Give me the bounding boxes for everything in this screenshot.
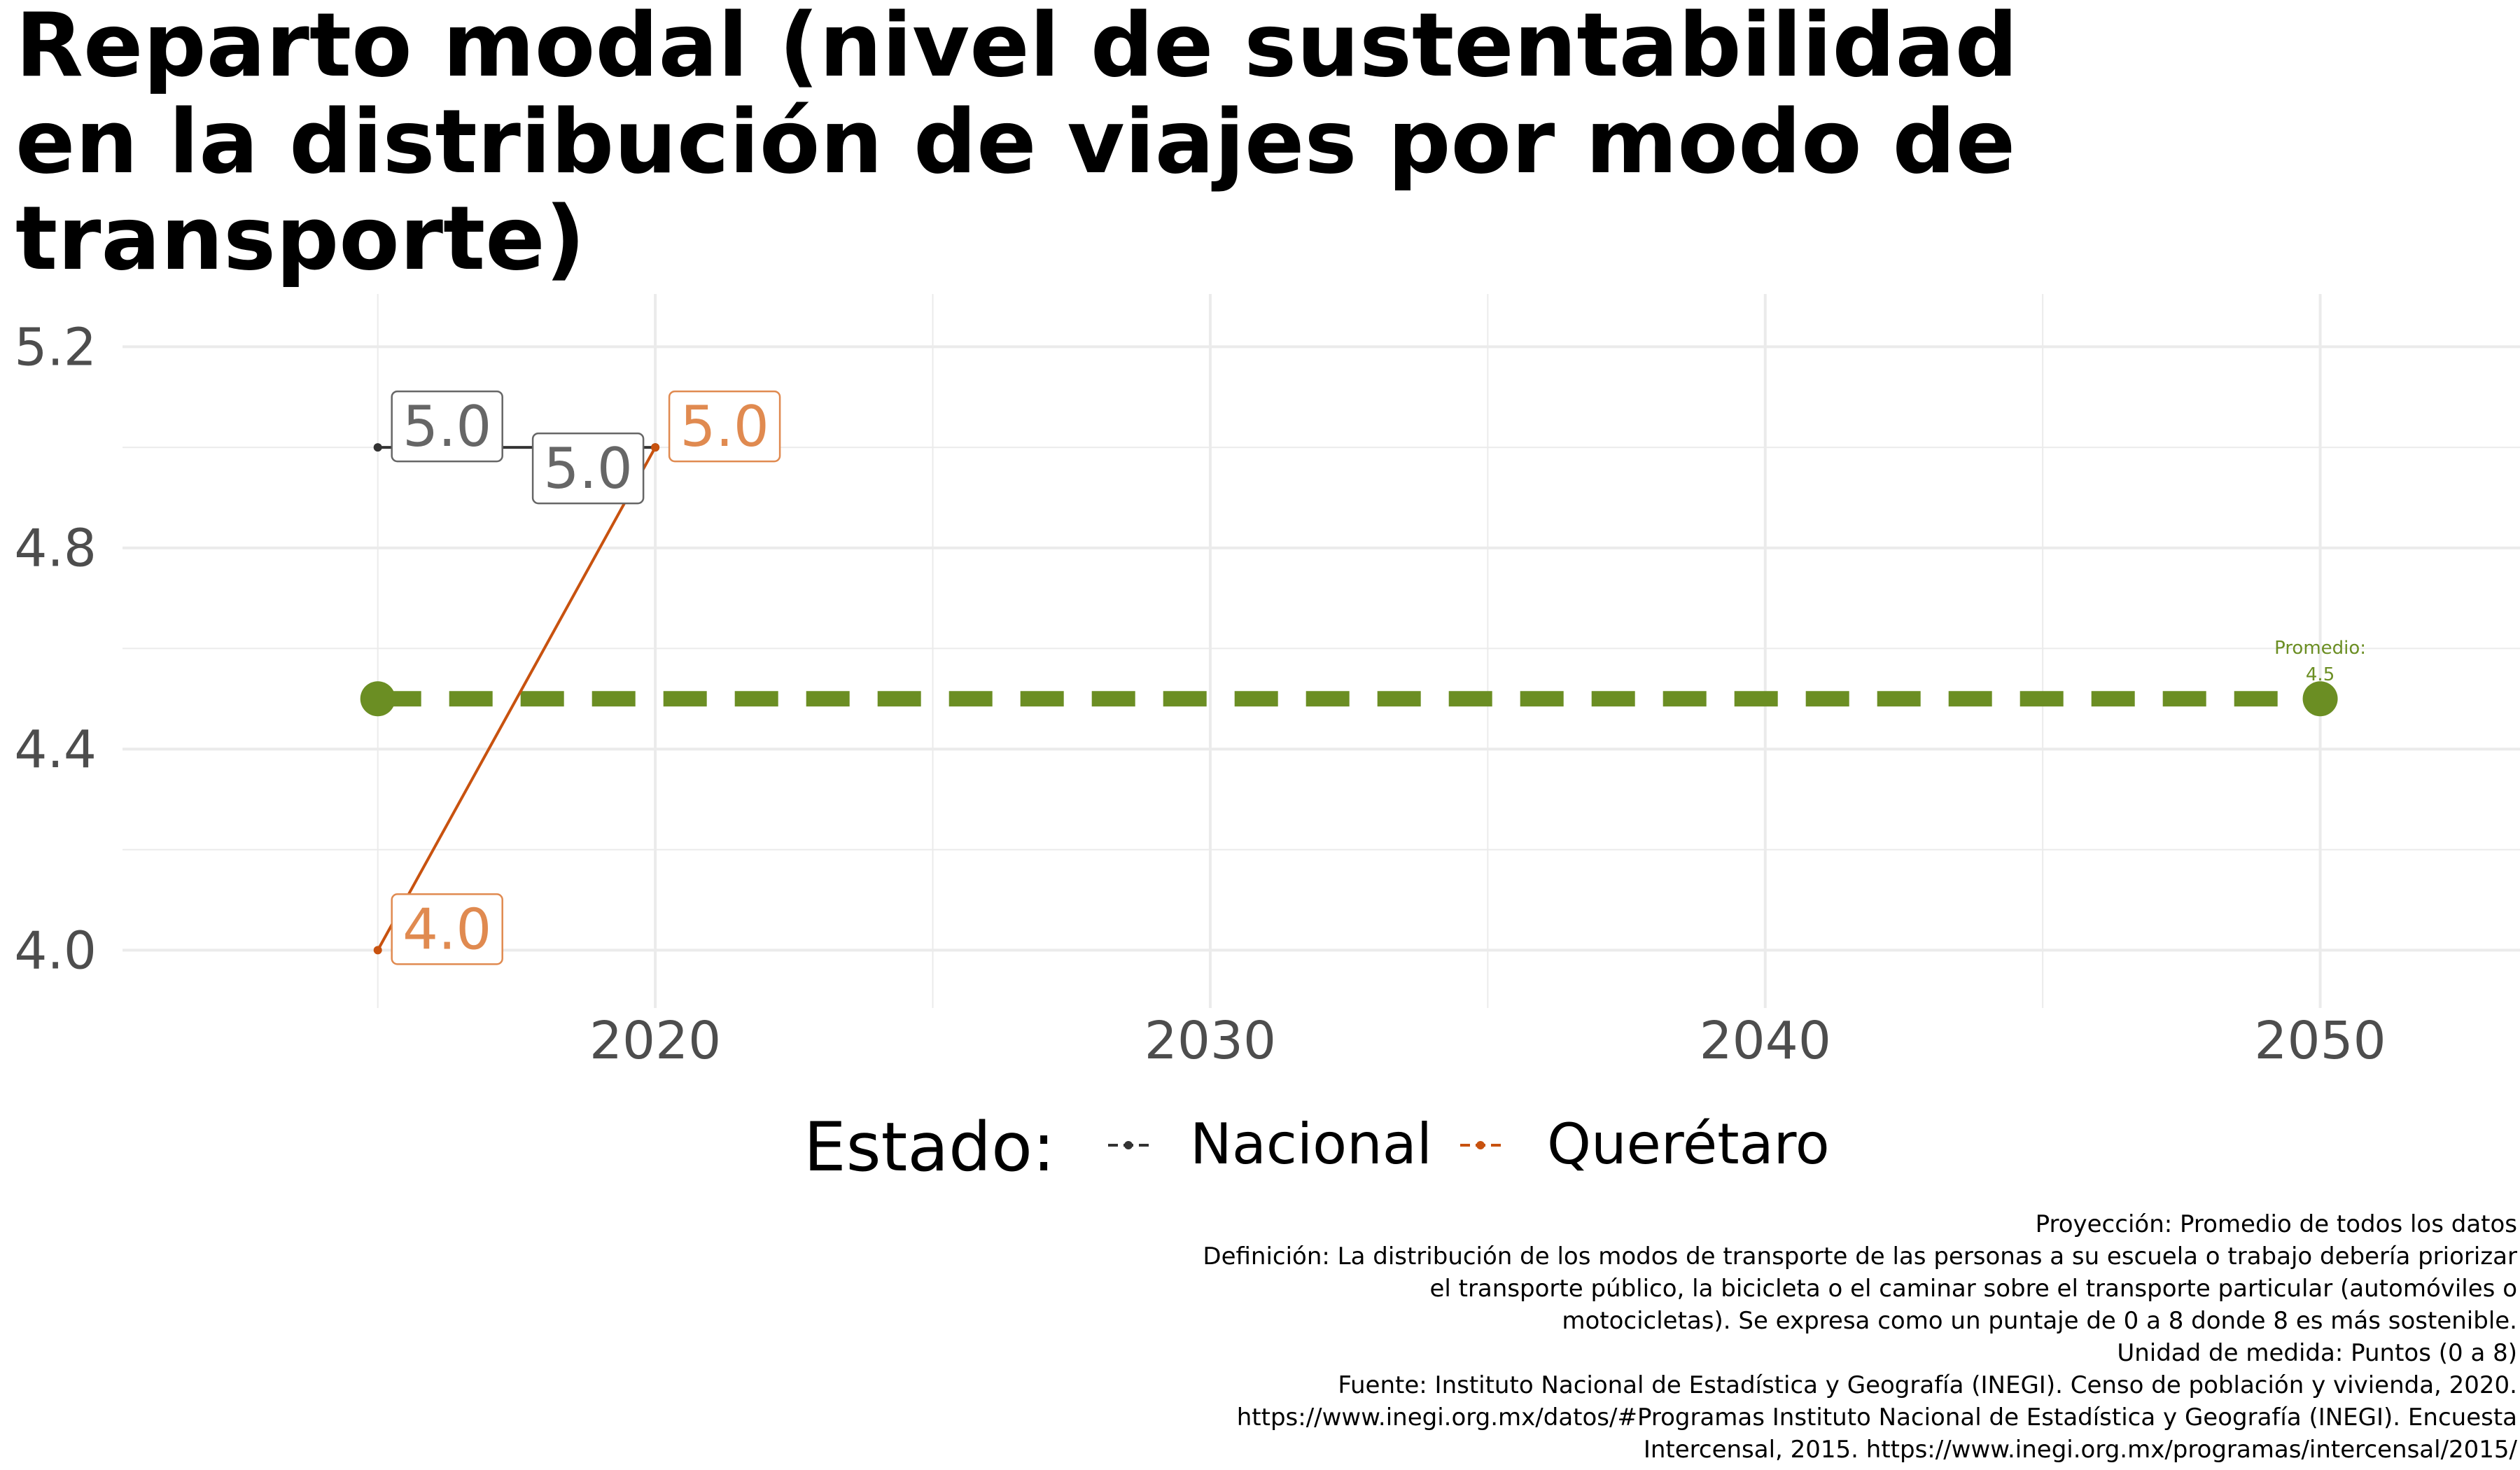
data-label-box <box>391 893 503 965</box>
caption-line: Unidad de medida: Puntos (0 a 8) <box>2117 1339 2517 1367</box>
data-label-box <box>668 390 781 463</box>
caption-line: Intercensal, 2015. https://www.inegi.org… <box>1644 1436 2518 1464</box>
x-tick-label: 2020 <box>589 1011 721 1071</box>
series-line-1 <box>376 447 657 951</box>
grid-major <box>122 294 2520 1008</box>
caption-line: Fuente: Instituto Nacional de Estadístic… <box>1338 1371 2517 1399</box>
legend-key-nacional-point <box>1124 1141 1133 1149</box>
data-label: 5.0 <box>402 394 491 459</box>
series-point <box>373 443 382 452</box>
caption-line: Definición: La distribución de los modos… <box>1203 1242 2517 1270</box>
average-value-label: 4.5 <box>2306 664 2334 685</box>
caption-line: https://www.inegi.org.mx/datos/#Programa… <box>1237 1404 2517 1432</box>
legend-key-queretaro-point <box>1476 1141 1485 1149</box>
legend: Estado: Nacional Querétaro <box>804 1108 1830 1186</box>
y-axis-ticks: 4.0 4.4 4.8 5.2 <box>14 317 97 981</box>
caption: Proyección: Promedio de todos los datos … <box>1203 1210 2517 1464</box>
series-point <box>373 946 382 955</box>
chart-title: Reparto modal (nivel de sustentabilidad … <box>15 0 2018 290</box>
x-tick-label: 2040 <box>1700 1011 1831 1071</box>
data-label: 4.0 <box>402 897 491 962</box>
series-point <box>651 443 660 452</box>
data-labels: 5.0 5.0 4.0 5.0 <box>391 390 781 965</box>
title-line: transporte) <box>15 187 585 290</box>
caption-line: motocicletas). Se expresa como un puntaj… <box>1562 1307 2517 1335</box>
legend-label-queretaro: Querétaro <box>1547 1112 1830 1177</box>
legend-title: Estado: <box>804 1108 1055 1186</box>
legend-label-nacional: Nacional <box>1190 1112 1432 1177</box>
legend-item-queretaro: Querétaro <box>1460 1112 1830 1177</box>
x-axis-ticks: 2020 2030 2040 2050 <box>589 1011 2386 1071</box>
average-point <box>2302 681 2338 717</box>
y-tick-label: 4.0 <box>14 920 97 981</box>
x-tick-label: 2030 <box>1144 1011 1276 1071</box>
data-label: 5.0 <box>543 436 632 501</box>
data-label: 5.0 <box>680 394 769 459</box>
y-tick-label: 5.2 <box>14 317 97 377</box>
average-projection: Promedio: 4.5 <box>360 638 2366 717</box>
average-label: Promedio: <box>2274 638 2366 659</box>
average-point <box>360 681 396 717</box>
y-tick-label: 4.8 <box>14 519 97 579</box>
title-line: en la distribución de viajes por modo de <box>15 90 2015 193</box>
title-line: Reparto modal (nivel de sustentabilidad <box>15 0 2018 97</box>
caption-line: Proyección: Promedio de todos los datos <box>2036 1210 2517 1238</box>
x-tick-label: 2050 <box>2254 1011 2386 1071</box>
legend-item-nacional: Nacional <box>1108 1112 1432 1177</box>
caption-line: el transporte público, la bicicleta o el… <box>1429 1275 2517 1303</box>
y-tick-label: 4.4 <box>14 720 97 780</box>
data-label-box <box>391 390 503 463</box>
data-label-box <box>531 432 645 505</box>
